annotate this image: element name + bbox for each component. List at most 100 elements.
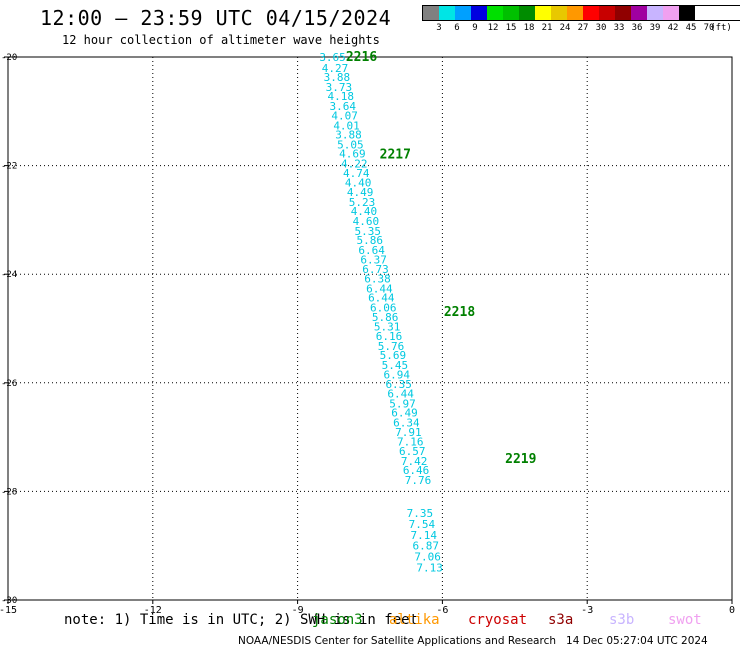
y-tick-label: -24 xyxy=(1,270,17,280)
wave-height-value: 7.35 xyxy=(407,507,434,520)
track-time-label: 2216 xyxy=(346,50,377,65)
x-tick-label: -6 xyxy=(436,605,448,616)
wave-height-value: 6.44 xyxy=(387,388,414,401)
x-tick-label: -3 xyxy=(581,605,593,616)
wave-height-value: 7.76 xyxy=(405,474,432,487)
satellite-altika: altika xyxy=(389,612,440,628)
wave-height-value: 6.94 xyxy=(384,369,411,382)
wave-height-value: 4.49 xyxy=(347,186,374,199)
wave-height-value: 3.88 xyxy=(335,129,362,142)
x-tick-label: -9 xyxy=(292,605,304,616)
legend-swatch xyxy=(647,6,663,20)
wave-height-value: 6.87 xyxy=(412,540,439,553)
wave-height-value: 7.06 xyxy=(414,551,441,564)
legend-label: 36 xyxy=(631,23,643,33)
legend-label: 39 xyxy=(649,23,661,33)
wave-height-value: 6.37 xyxy=(360,254,387,267)
generated-timestamp: 14 Dec 05:27:04 UTC 2024 xyxy=(566,635,708,647)
wave-height-value: 5.35 xyxy=(355,225,382,238)
satellite-swot: swot xyxy=(668,612,702,628)
credit-text: NOAA/NESDIS Center for Satellite Applica… xyxy=(238,635,556,647)
wave-height-value: 3.73 xyxy=(326,81,353,94)
legend-label: 12 xyxy=(487,23,499,33)
wave-height-value: 3.65 xyxy=(319,51,346,64)
wave-height-value: 5.05 xyxy=(337,138,364,151)
track-time-label: 2219 xyxy=(505,452,536,467)
legend-swatch xyxy=(455,6,471,20)
wave-height-value: 4.18 xyxy=(328,90,355,103)
track-time-label: 2217 xyxy=(380,148,411,163)
y-tick-label: -20 xyxy=(1,53,17,63)
legend-swatch xyxy=(663,6,679,20)
wave-height-value: 4.40 xyxy=(351,205,378,218)
wave-height-value: 5.76 xyxy=(378,340,405,353)
footer-note: note: 1) Time is in UTC; 2) SWH is in fe… xyxy=(64,612,419,628)
wave-height-value: 6.44 xyxy=(368,292,395,305)
legend-label: 3 xyxy=(436,23,442,33)
legend-label: 6 xyxy=(454,23,460,33)
wave-height-value: 7.42 xyxy=(401,455,428,468)
wave-height-value: 5.97 xyxy=(389,397,416,410)
legend-swatch xyxy=(535,6,551,20)
wave-height-value: 6.34 xyxy=(393,416,420,429)
legend-label: 24 xyxy=(559,23,571,33)
legend-label: 15 xyxy=(505,23,517,33)
wave-height-value: 7.16 xyxy=(397,435,424,448)
wave-height-value: 4.27 xyxy=(322,62,349,75)
wave-height-value: 3.64 xyxy=(329,100,356,113)
wave-height-value: 4.01 xyxy=(333,119,360,132)
wave-height-value: 5.31 xyxy=(374,320,401,333)
legend-swatch xyxy=(519,6,535,20)
wave-height-value: 5.86 xyxy=(356,234,383,247)
wave-height-value: 4.60 xyxy=(353,215,380,228)
satellite-jason3: jason3 xyxy=(312,612,363,628)
wave-height-value: 4.22 xyxy=(341,157,368,170)
legend-label: 18 xyxy=(523,23,535,33)
legend-swatch xyxy=(631,6,647,20)
legend-swatches xyxy=(422,5,740,21)
legend-swatch xyxy=(615,6,631,20)
wave-height-value: 6.44 xyxy=(366,282,393,295)
wave-height-value: 6.06 xyxy=(370,301,397,314)
legend-swatch xyxy=(679,6,695,20)
legend-swatch xyxy=(551,6,567,20)
wave-height-value: 6.49 xyxy=(391,407,418,420)
track-time-label: 2218 xyxy=(444,305,475,320)
wave-height-value: 7.14 xyxy=(411,529,438,542)
wave-height-value: 7.13 xyxy=(416,561,443,574)
wave-height-value: 3.88 xyxy=(324,71,351,84)
legend-swatch xyxy=(487,6,503,20)
wave-height-value: 6.35 xyxy=(385,378,412,391)
wave-height-value: 7.91 xyxy=(395,426,422,439)
legend-swatch xyxy=(503,6,519,20)
wave-height-value: 7.54 xyxy=(409,518,436,531)
wave-height-value: 4.74 xyxy=(343,167,370,180)
wave-height-value: 6.73 xyxy=(362,263,389,276)
y-tick-label: -30 xyxy=(1,596,17,606)
color-legend: 3 6 9 12 15 18 21 24 27 30 33 36 39 42 45 70 (ft) xyxy=(422,5,740,35)
x-tick-label: -12 xyxy=(144,605,162,616)
y-tick-label: -28 xyxy=(1,487,17,497)
legend-swatch xyxy=(471,6,487,20)
wave-height-value: 6.16 xyxy=(376,330,403,343)
wave-height-value: 6.57 xyxy=(399,445,426,458)
satellite-s3a: s3a xyxy=(548,612,574,628)
wave-height-value: 6.38 xyxy=(364,273,391,286)
wave-height-value: 5.86 xyxy=(372,311,399,324)
wave-height-value: 5.23 xyxy=(349,196,376,209)
y-tick-label: -26 xyxy=(1,379,17,389)
legend-swatch xyxy=(423,6,439,20)
plot-frame xyxy=(7,56,733,601)
legend-unit: (ft) xyxy=(710,23,732,33)
legend-label: 27 xyxy=(577,23,589,33)
wave-height-value: 6.64 xyxy=(358,244,385,257)
x-tick-label: -15 xyxy=(0,605,17,616)
page-title: 12:00 – 23:59 UTC 04/15/2024 xyxy=(40,6,392,30)
wave-height-value: 4.40 xyxy=(345,176,372,189)
satellite-s3b: s3b xyxy=(609,612,635,628)
credit-line: NOAA/NESDIS Center for Satellite Applica… xyxy=(238,635,708,647)
legend-label: 42 xyxy=(667,23,679,33)
legend-swatch xyxy=(599,6,615,20)
wave-height-value: 4.69 xyxy=(339,148,366,161)
